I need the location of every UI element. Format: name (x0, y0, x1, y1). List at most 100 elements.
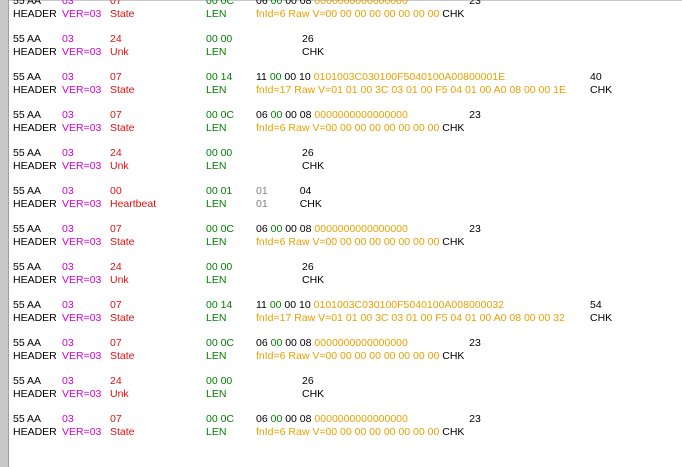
header-label: HEADER (13, 350, 57, 362)
decoded-data: fnId=6 Raw V=00 00 00 00 00 00 00 00 CHK (256, 122, 464, 135)
command-byte: 24 (110, 375, 122, 387)
packet-bytes-row: 55 AA 03 07 00 0C 06 00 00 08 00000000000000… (13, 0, 682, 8)
data-prefix-byte: 11 (256, 299, 270, 311)
decoded-value: fnId=6 Raw V=00 00 00 00 00 00 00 00 (256, 8, 440, 20)
command-label: State (110, 236, 135, 248)
checksum-byte: 23 (469, 223, 481, 235)
length-label: LEN (206, 274, 227, 286)
data-prefix-byte: 00 08 (282, 337, 315, 349)
header-bytes: 55 AA (13, 147, 42, 159)
data-prefix-byte: 00 08 (282, 223, 315, 235)
data-label: 01 (256, 198, 268, 210)
packet-log[interactable]: 55 AA 03 07 00 0C 06 00 00 08 00000000000000… (13, 0, 682, 451)
checksum-label: CHK (302, 388, 325, 400)
version-label: VER=03 (62, 8, 102, 20)
data-prefix-byte: 00 08 (282, 109, 315, 121)
length-bytes: 00 00 (206, 33, 233, 45)
length-label: LEN (206, 312, 227, 324)
data-bytes: 06 00 00 08 0000000000000000 23 (256, 109, 481, 122)
packet-labels-row: HEADER VER=03 Unk LEN CHK (13, 46, 682, 59)
log-window-left-border (8, 0, 9, 467)
packet-labels-row: HEADER VER=03 State LEN fnId=6 Raw V=00 00 0… (13, 350, 682, 363)
data-prefix-byte: 06 (256, 337, 271, 349)
data-bytes: 06 00 00 08 0000000000000000 23 (256, 413, 481, 426)
packet-labels-row: HEADER VER=03 State LEN fnId=6 Raw V=00 00 0… (13, 8, 682, 21)
data-bytes: 06 00 00 08 0000000000000000 23 (256, 223, 481, 236)
data-payload-hex: 0000000000000000 (314, 337, 408, 349)
decoded-value: fnId=17 Raw V=01 01 00 3C 03 01 00 F5 04… (256, 312, 565, 324)
packet-bytes-row: 55 AA 03 07 00 14 11 00 00 10 0101003C030100… (13, 71, 682, 84)
version-byte: 03 (62, 337, 74, 349)
checksum-byte: 26 (302, 375, 314, 387)
data-prefix-byte: 00 (269, 299, 282, 311)
command-label: State (110, 122, 135, 134)
decoded-value: fnId=6 Raw V=00 00 00 00 00 00 00 00 (256, 350, 440, 362)
length-label: LEN (206, 388, 227, 400)
checksum-label: CHK (442, 122, 465, 134)
length-label: LEN (206, 160, 227, 172)
version-label: VER=03 (62, 312, 102, 324)
decoded-value: fnId=17 Raw V=01 01 00 3C 03 01 00 F5 04… (256, 84, 566, 96)
version-byte: 03 (62, 413, 74, 425)
packet-labels-row: HEADER VER=03 State LEN fnId=17 Raw V=01 01 … (13, 312, 682, 325)
checksum-label: CHK (442, 350, 465, 362)
data-prefix-byte: 06 (256, 413, 271, 425)
header-label: HEADER (13, 198, 57, 210)
data-prefix-byte: 11 (256, 71, 270, 83)
command-label: State (110, 350, 135, 362)
data-prefix-byte: 00 08 (282, 413, 315, 425)
checksum-label: CHK (299, 198, 322, 210)
header-bytes: 55 AA (13, 223, 42, 235)
version-label: VER=03 (62, 426, 102, 438)
checksum-byte: 23 (469, 337, 481, 349)
length-label: LEN (206, 8, 227, 20)
header-bytes: 55 AA (13, 109, 42, 121)
length-label: LEN (206, 236, 227, 248)
packet-record: 55 AA 03 24 00 00 26 HEADER VER=03 Unk LEN CHK (13, 261, 682, 287)
data-payload-hex: 0101003C030100F5040100A00800001E (313, 71, 506, 83)
length-bytes: 00 14 (206, 299, 233, 311)
data-prefix-byte: 00 08 (282, 0, 315, 7)
version-byte: 03 (62, 71, 74, 83)
header-bytes: 55 AA (13, 0, 42, 7)
data-prefix-byte: 00 (270, 337, 283, 349)
decoded-data: CHK (256, 160, 324, 173)
command-label: Unk (110, 274, 129, 286)
checksum-label: CHK (302, 274, 325, 286)
packet-labels-row: HEADER VER=03 State LEN fnId=6 Raw V=00 00 0… (13, 122, 682, 135)
version-byte: 03 (62, 299, 74, 311)
header-label: HEADER (13, 84, 57, 96)
packet-bytes-row: 55 AA 03 24 00 00 26 (13, 147, 682, 160)
version-byte: 03 (62, 0, 74, 7)
packet-record: 55 AA 03 07 00 14 11 00 00 10 0101003C030100… (13, 299, 682, 325)
command-label: State (110, 84, 135, 96)
version-byte: 03 (62, 33, 74, 45)
packet-bytes-row: 55 AA 03 24 00 00 26 (13, 33, 682, 46)
packet-bytes-row: 55 AA 03 07 00 14 11 00 00 10 0101003C030100… (13, 299, 682, 312)
length-label: LEN (206, 46, 227, 58)
length-label: LEN (206, 426, 227, 438)
header-label: HEADER (13, 426, 57, 438)
data-bytes: 06 00 00 08 0000000000000000 23 (256, 0, 481, 8)
header-bytes: 55 AA (13, 337, 42, 349)
packet-labels-row: HEADER VER=03 Heartbeat LEN 01 CHK (13, 198, 682, 211)
packet-record: 55 AA 03 07 00 0C 06 00 00 08 00000000000000… (13, 223, 682, 249)
packet-labels-row: HEADER VER=03 Unk LEN CHK (13, 274, 682, 287)
header-bytes: 55 AA (13, 185, 42, 197)
data-bytes: 06 00 00 08 0000000000000000 23 (256, 337, 481, 350)
checksum-byte: 23 (469, 413, 481, 425)
data-prefix-byte: 00 (270, 109, 283, 121)
command-label: State (110, 426, 135, 438)
packet-bytes-row: 55 AA 03 07 00 0C 06 00 00 08 00000000000000… (13, 109, 682, 122)
command-byte: 07 (110, 337, 122, 349)
version-byte: 03 (62, 147, 74, 159)
checksum-label: CHK (590, 312, 613, 324)
checksum-byte: 54 (590, 299, 602, 311)
data-prefix-byte: 00 (270, 0, 283, 7)
length-label: LEN (206, 198, 227, 210)
version-label: VER=03 (62, 388, 102, 400)
packet-bytes-row: 55 AA 03 24 00 00 26 (13, 375, 682, 388)
packet-record: 55 AA 03 07 00 0C 06 00 00 08 00000000000000… (13, 413, 682, 439)
decoded-data: fnId=6 Raw V=00 00 00 00 00 00 00 00 CHK (256, 426, 464, 439)
